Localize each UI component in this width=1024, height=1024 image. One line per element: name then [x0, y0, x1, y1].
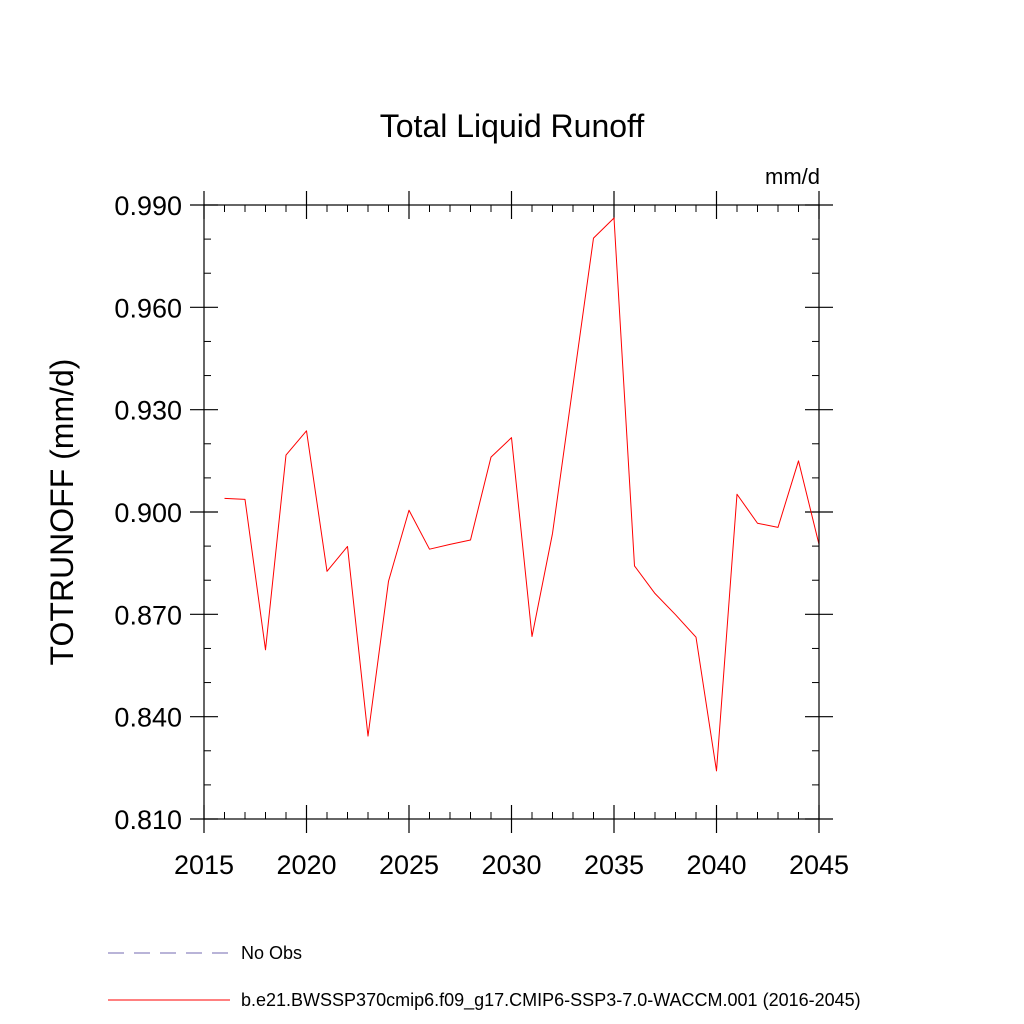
y-tick-label: 0.900 [114, 498, 182, 528]
y-tick-label: 0.960 [114, 293, 182, 323]
x-tick-label: 2030 [481, 850, 541, 880]
x-axis-ticks: 2015 2020 2025 2030 2035 2040 2045 [174, 191, 849, 880]
minor-ticks [204, 205, 819, 819]
y-tick-label: 0.870 [114, 600, 182, 630]
legend: No Obs b.e21.BWSSP370cmip6.f09_g17.CMIP6… [108, 943, 861, 1011]
x-tick-label: 2025 [379, 850, 439, 880]
x-tick-label: 2045 [789, 850, 849, 880]
y-tick-label: 0.840 [114, 703, 182, 733]
legend-label-no-obs: No Obs [241, 943, 302, 963]
legend-label-model: b.e21.BWSSP370cmip6.f09_g17.CMIP6-SSP3-7… [241, 990, 861, 1011]
plot-frame [203, 204, 820, 820]
y-tick-label: 0.810 [114, 805, 182, 835]
series-line-model [224, 217, 820, 772]
units-label: mm/d [765, 164, 820, 189]
series-layer [224, 217, 820, 772]
x-tick-label: 2015 [174, 850, 234, 880]
chart-title: Total Liquid Runoff [380, 108, 645, 144]
y-axis-ticks: 0.810 0.840 0.870 0.900 0.930 0.960 0.990 [114, 191, 833, 835]
x-tick-label: 2040 [686, 850, 746, 880]
x-tick-label: 2020 [276, 850, 336, 880]
y-tick-label: 0.930 [114, 396, 182, 426]
y-tick-label: 0.990 [114, 191, 182, 221]
x-tick-label: 2035 [584, 850, 644, 880]
y-axis-label: TOTRUNOFF (mm/d) [44, 359, 80, 666]
